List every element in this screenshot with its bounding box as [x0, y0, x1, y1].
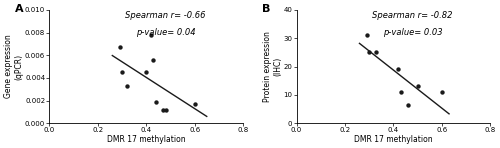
Point — [404, 104, 412, 106]
Point — [159, 108, 167, 111]
Text: A: A — [14, 4, 23, 14]
Point — [123, 85, 131, 87]
Point — [147, 34, 155, 36]
X-axis label: DMR 17 methylation: DMR 17 methylation — [354, 135, 432, 144]
Point — [118, 71, 126, 73]
Point — [162, 108, 170, 111]
Text: B: B — [262, 4, 270, 14]
Point — [362, 34, 370, 37]
Point — [365, 51, 373, 54]
Text: Spearman r= -0.66: Spearman r= -0.66 — [126, 11, 206, 20]
Text: p-value= 0.03: p-value= 0.03 — [383, 28, 442, 37]
Point — [372, 51, 380, 54]
Point — [394, 68, 402, 71]
Point — [190, 103, 198, 105]
Y-axis label: Gene expression
(qPCR): Gene expression (qPCR) — [4, 35, 24, 98]
Point — [438, 91, 446, 93]
Point — [396, 91, 404, 93]
Point — [142, 71, 150, 73]
Text: Spearman r= -0.82: Spearman r= -0.82 — [372, 11, 453, 20]
Text: p-value= 0.04: p-value= 0.04 — [136, 28, 196, 37]
Point — [152, 100, 160, 103]
Y-axis label: Protein expression
(IHC): Protein expression (IHC) — [262, 31, 282, 102]
Point — [150, 59, 158, 61]
Point — [414, 85, 422, 88]
Point — [116, 46, 124, 49]
X-axis label: DMR 17 methylation: DMR 17 methylation — [107, 135, 186, 144]
